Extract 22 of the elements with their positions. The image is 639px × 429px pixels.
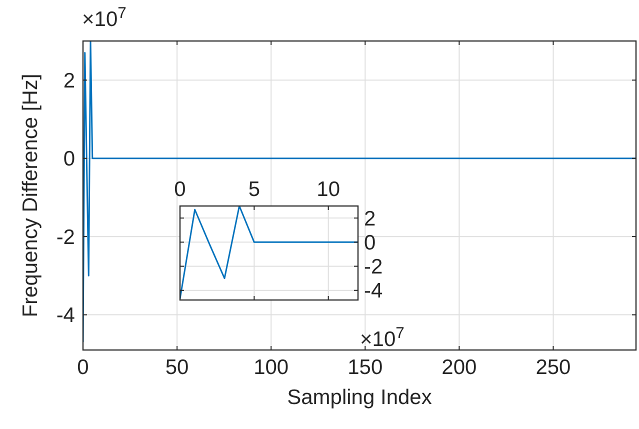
y-tick-label: -2 <box>364 256 383 279</box>
y-tick-label: 2 <box>364 207 376 230</box>
y-tick-label: -4 <box>56 304 76 328</box>
x-tick-label: 100 <box>254 356 289 379</box>
x-tick-label: 5 <box>248 178 260 201</box>
x-tick-label: 0 <box>77 356 89 379</box>
line-series <box>180 206 358 300</box>
y-tick-label: -2 <box>56 226 75 249</box>
y-tick-label: 2 <box>63 69 75 92</box>
x-tick-label: 50 <box>165 356 189 379</box>
y-tick-label: 0 <box>63 148 75 171</box>
y-tick-label: -4 <box>364 280 383 303</box>
x-tick-label: 10 <box>316 178 340 201</box>
y-axis-title: Frequency Difference [Hz] <box>19 74 42 318</box>
x-tick-label: 150 <box>348 356 383 379</box>
text: ×10$^{7}$ <box>82 4 126 31</box>
x-tick-label: 250 <box>536 356 571 379</box>
annotation: ×10$^{7}$ <box>360 324 404 351</box>
x-axis-title: Sampling Index <box>287 386 432 409</box>
x-tick-label: 0 <box>174 178 186 201</box>
x-tick-label: 200 <box>442 356 477 379</box>
y-tick-label: 0 <box>364 232 376 255</box>
